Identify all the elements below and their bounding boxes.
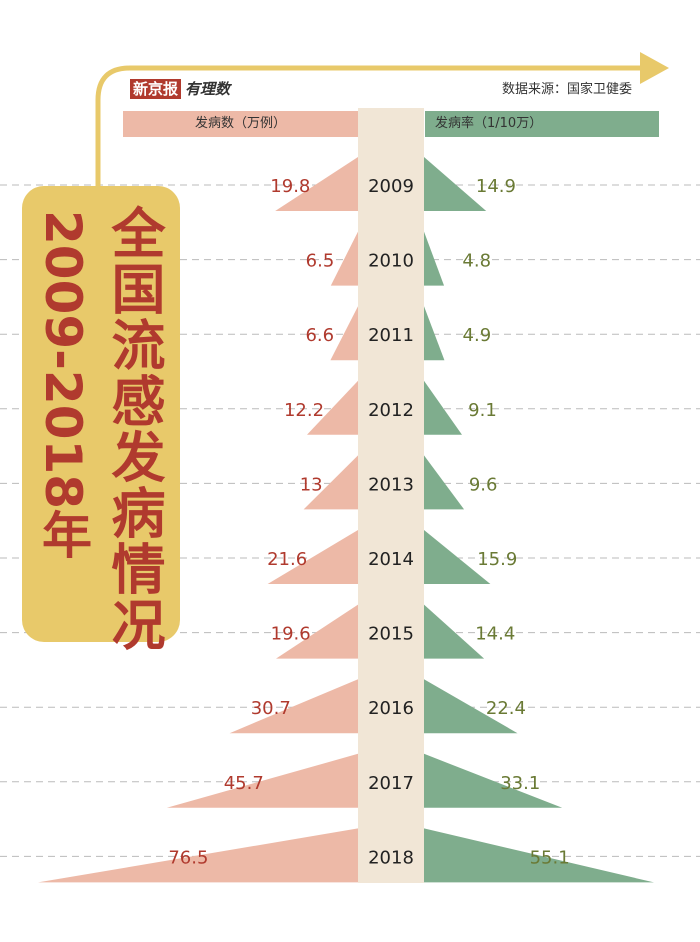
rate-value-label: 9.6 <box>469 474 498 495</box>
cases-triangle <box>306 380 358 435</box>
rate-triangle <box>424 157 487 211</box>
brand-subname: 有理数 <box>185 80 231 98</box>
brand-name: 新京报 <box>130 79 182 99</box>
cases-triangle <box>275 157 358 211</box>
cases-triangle <box>267 530 358 584</box>
year-label: 2011 <box>368 325 414 346</box>
data-source: 数据来源：国家卫健委 <box>501 82 632 97</box>
year-label: 2014 <box>368 549 414 570</box>
cases-triangle <box>229 679 358 734</box>
header-rate: 发病率（1/10万） <box>425 111 659 137</box>
timeline-arrow <box>95 65 640 186</box>
rate-value-label: 9.1 <box>468 400 497 421</box>
year-spine <box>358 108 424 883</box>
rate-value-label: 4.8 <box>462 251 491 272</box>
rate-value-label: 14.9 <box>476 176 516 197</box>
chart-marks: 2009 19.8 14.9 2010 6.5 4.8 2011 6.6 4.9 2012 12.2… <box>38 157 654 883</box>
year-label: 2016 <box>368 698 414 719</box>
cases-value-label: 21.6 <box>267 549 307 570</box>
cases-value-label: 13 <box>300 474 323 495</box>
rate-value-label: 4.9 <box>463 325 492 346</box>
title-panel <box>22 186 180 642</box>
year-label: 2010 <box>368 251 414 272</box>
rate-triangle <box>424 530 491 584</box>
year-label: 2018 <box>368 847 414 868</box>
year-label: 2017 <box>368 773 414 794</box>
rate-triangle <box>424 679 518 734</box>
year-label: 2013 <box>368 474 414 495</box>
rate-value-label: 33.1 <box>500 773 540 794</box>
rate-triangle <box>424 753 563 808</box>
cases-value-label: 19.6 <box>271 624 311 645</box>
cases-triangle <box>276 604 358 659</box>
header-cases-label: 发病数（万例） <box>194 116 286 131</box>
rate-value-label: 22.4 <box>486 698 526 719</box>
chart-years: 2009-2018年 <box>34 210 92 560</box>
header-rate-label: 发病率（1/10万） <box>435 116 543 131</box>
cases-value-label: 6.6 <box>305 325 334 346</box>
brand-logo: 新京报 有理数 <box>130 78 230 99</box>
rate-triangle <box>424 306 445 361</box>
cases-triangle <box>38 828 358 883</box>
rate-triangle <box>424 604 485 659</box>
year-label: 2015 <box>368 624 414 645</box>
cases-triangle <box>330 306 358 361</box>
cases-value-label: 6.5 <box>306 251 335 272</box>
header-cases: 发病数（万例） <box>123 111 358 137</box>
cases-value-label: 76.5 <box>168 847 208 868</box>
timeline-arrowhead <box>640 52 669 84</box>
cases-value-label: 30.7 <box>251 698 291 719</box>
rate-value-label: 14.4 <box>475 624 515 645</box>
year-label: 2012 <box>368 400 414 421</box>
cases-triangle <box>166 753 358 808</box>
rate-value-label: 55.1 <box>530 847 570 868</box>
cases-value-label: 19.8 <box>270 176 310 197</box>
cases-triangle <box>330 231 358 286</box>
rate-triangle <box>424 455 465 510</box>
rate-triangle <box>424 380 462 435</box>
rate-value-label: 15.9 <box>477 549 517 570</box>
year-label: 2009 <box>368 176 414 197</box>
cases-value-label: 45.7 <box>224 773 264 794</box>
cases-value-label: 12.2 <box>284 400 324 421</box>
rate-triangle <box>424 828 654 883</box>
rate-triangle <box>424 231 445 286</box>
chart-title: 全国流感发病情况 <box>102 205 165 653</box>
cases-triangle <box>303 455 358 510</box>
